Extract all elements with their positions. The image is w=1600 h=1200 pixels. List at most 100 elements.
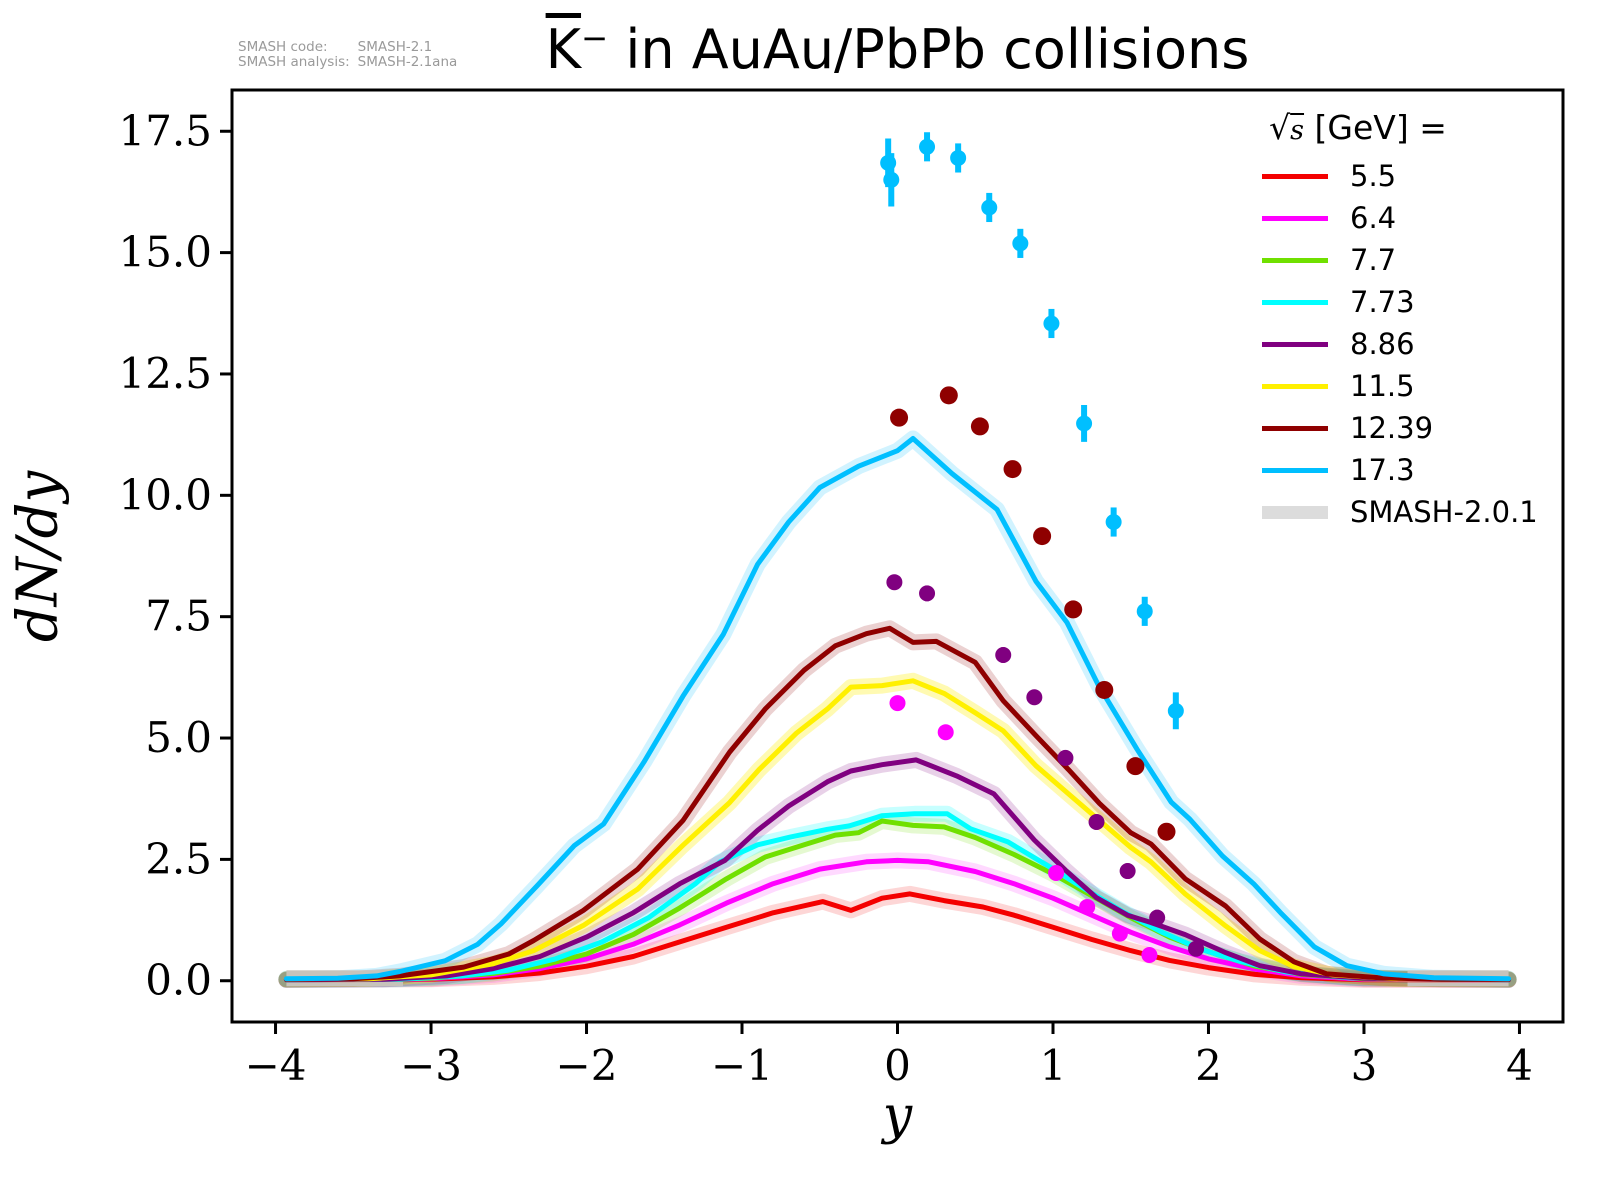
x-axis-label: y: [882, 1086, 913, 1146]
data-point: [1136, 603, 1153, 620]
y-tick-label: 2.5: [145, 834, 212, 883]
legend-item-11.5: 11.5: [1238, 365, 1538, 407]
data-point: [886, 574, 903, 591]
legend-item-6.4: 6.4: [1238, 197, 1538, 239]
legend-label: 8.86: [1350, 327, 1415, 361]
legend-label: 5.5: [1350, 159, 1397, 193]
legend-line-swatch: [1262, 341, 1328, 347]
legend-label: SMASH-2.0.1: [1350, 495, 1538, 529]
legend-item-7.73: 7.73: [1238, 281, 1538, 323]
data-point: [1003, 460, 1022, 479]
legend-line-swatch: [1262, 257, 1328, 263]
data-point: [1119, 863, 1136, 880]
x-tick-label: 1: [1040, 1041, 1067, 1090]
legend-item-17.3: 17.3: [1238, 449, 1538, 491]
x-tick-label: 0: [884, 1041, 911, 1090]
legend-item-5.5: 5.5: [1238, 155, 1538, 197]
data-point: [1048, 864, 1065, 881]
series-line-6.4: [283, 857, 1512, 983]
model-lines: [283, 436, 1512, 983]
series-line-12.39: [283, 625, 1512, 982]
title-rest: in AuAu/PbPb collisions: [608, 18, 1250, 81]
scatter-8.86: [886, 574, 1205, 957]
series-line-17.3: [283, 436, 1512, 982]
x-tick-label: −3: [400, 1041, 462, 1090]
data-point: [1126, 757, 1145, 776]
series-line-5.5: [283, 891, 1512, 983]
legend-line-swatch: [1262, 467, 1328, 473]
legend-item-7.7: 7.7: [1238, 239, 1538, 281]
legend-label: 7.73: [1350, 285, 1415, 319]
legend-line-swatch: [1262, 425, 1328, 431]
data-points: [880, 132, 1205, 964]
data-point: [1149, 909, 1166, 926]
x-tick-label: 2: [1195, 1041, 1222, 1090]
data-point: [1076, 415, 1093, 432]
data-point: [1079, 898, 1096, 915]
data-point: [939, 386, 958, 405]
series-line-8.86: [283, 757, 1512, 983]
legend-line-swatch: [1262, 173, 1328, 179]
x-tick-label: −2: [556, 1041, 618, 1090]
data-point: [1064, 600, 1083, 619]
legend-label: 11.5: [1350, 369, 1415, 403]
series-line-11.5: [283, 678, 1512, 982]
x-tick-label: −4: [245, 1041, 307, 1090]
legend-label: 6.4: [1350, 201, 1397, 235]
particle-symbol: K: [545, 18, 582, 81]
legend-item-8.86: 8.86: [1238, 323, 1538, 365]
data-point: [1167, 702, 1184, 719]
data-point: [1157, 822, 1176, 841]
smash-version-note: SMASH code: SMASH-2.1 SMASH analysis: SM…: [238, 40, 457, 70]
data-point: [919, 585, 936, 602]
legend-line-swatch: [1262, 299, 1328, 305]
data-point: [890, 408, 909, 427]
data-point: [1111, 925, 1128, 942]
data-point: [919, 138, 936, 155]
y-tick-label: 15.0: [118, 228, 212, 277]
x-tick-label: 4: [1506, 1041, 1533, 1090]
smash-code-value: SMASH-2.1: [357, 39, 433, 55]
y-tick-label: 5.0: [145, 713, 212, 762]
data-point: [1141, 947, 1158, 964]
legend: √s [GeV] = 5.5 6.4 7.7 7.73 8.86 11.5 12.39 17.…: [1238, 108, 1538, 533]
data-point: [995, 647, 1012, 664]
legend-item-12.39: 12.39: [1238, 407, 1538, 449]
sqrt-icon: √: [1269, 108, 1291, 147]
data-point: [970, 417, 989, 436]
axes: −4 −3 −2 −1 0 1 2 3 4 0.0 2.5 5.0 7.5 10.0 12.5 15.0 17.…: [118, 88, 1565, 1090]
scatter-12.39: [890, 386, 1176, 841]
data-point: [1095, 680, 1114, 699]
data-point: [1088, 814, 1105, 831]
data-point: [1105, 514, 1122, 531]
y-tick-label: 7.5: [145, 592, 212, 641]
smash-analysis-value: SMASH-2.1ana: [357, 54, 458, 70]
x-tick-label: 3: [1351, 1041, 1378, 1090]
data-point: [937, 724, 954, 741]
data-point: [1188, 940, 1205, 957]
y-tick-label: 17.5: [118, 106, 212, 155]
y-tick-label: 10.0: [118, 470, 212, 519]
legend-item-SMASH-2.0.1: SMASH-2.0.1: [1238, 491, 1538, 533]
data-point: [1057, 749, 1074, 766]
data-point: [889, 695, 906, 712]
legend-title-units: [GeV] =: [1304, 108, 1447, 147]
legend-label: 7.7: [1350, 243, 1397, 277]
y-tick-label: 0.0: [145, 956, 212, 1005]
sqrt-argument: s: [1290, 115, 1305, 146]
scatter-17.3: [880, 132, 1184, 730]
data-point: [883, 171, 900, 188]
y-tick-label: 12.5: [118, 349, 212, 398]
legend-label: 12.39: [1350, 411, 1434, 445]
data-point: [950, 149, 967, 166]
particle-charge: −: [581, 19, 609, 57]
smash-code-label: SMASH code:: [238, 39, 328, 55]
legend-line-swatch: [1262, 215, 1328, 221]
legend-title: √s [GeV] =: [1238, 108, 1478, 147]
scatter-6.4: [889, 695, 1158, 964]
data-point: [1012, 235, 1029, 252]
legend-band-swatch: [1262, 505, 1328, 519]
x-tick-label: −1: [711, 1041, 773, 1090]
